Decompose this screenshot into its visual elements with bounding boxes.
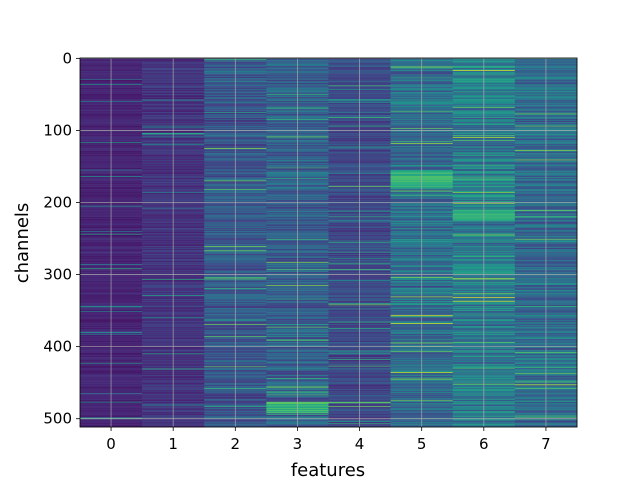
y-ticks: 0 100 200 300 400 500	[43, 49, 80, 428]
x-ticks: 0 1 2 3 4 5 6 7	[106, 427, 551, 453]
x-axis-label: features	[291, 460, 365, 480]
y-tick-label: 0	[62, 49, 72, 67]
x-tick-label: 5	[417, 435, 427, 453]
y-tick-label: 200	[43, 194, 72, 212]
y-tick-label: 300	[43, 266, 72, 284]
y-tick-label: 100	[43, 121, 72, 139]
x-tick-label: 4	[355, 435, 365, 453]
x-tick-label: 3	[293, 435, 303, 453]
y-axis-label: channels	[12, 203, 33, 284]
x-tick-label: 0	[106, 435, 116, 453]
x-tick-label: 2	[231, 435, 241, 453]
heatmap-cells	[80, 58, 578, 428]
x-tick-label: 6	[479, 435, 489, 453]
grid-lines	[80, 57, 577, 427]
y-tick-label: 400	[43, 338, 72, 356]
x-tick-label: 1	[168, 435, 178, 453]
plot-frame	[79, 57, 578, 428]
x-tick-label: 7	[541, 435, 551, 453]
y-tick-label: 500	[43, 410, 72, 428]
